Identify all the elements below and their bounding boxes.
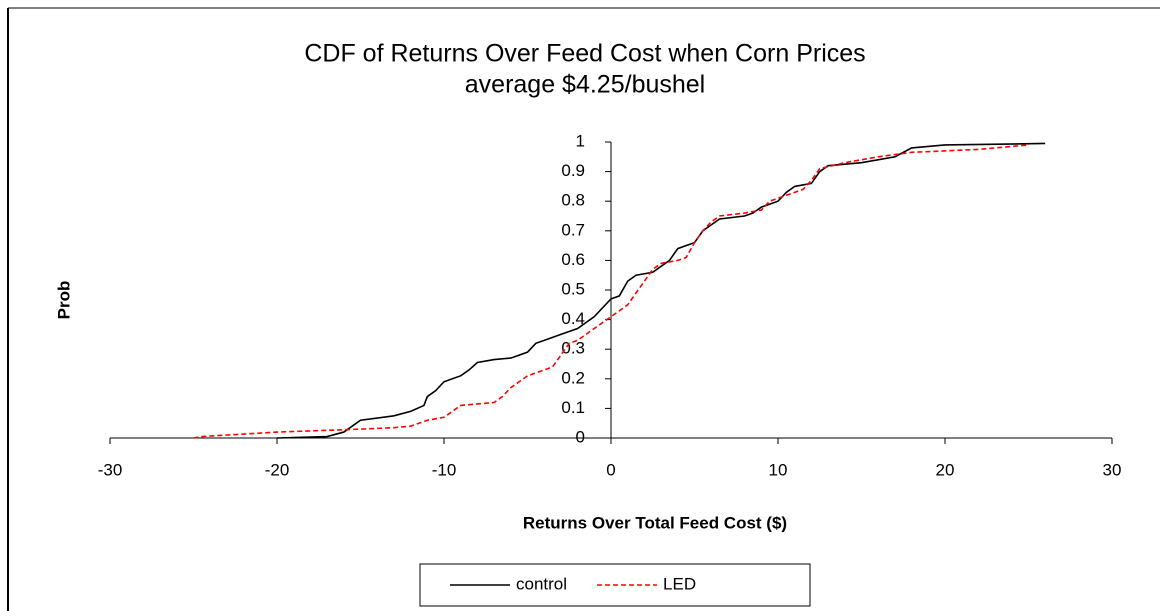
x-tick-label: -20: [265, 460, 290, 479]
x-tick-label: 10: [769, 460, 788, 479]
y-tick-label: 0.7: [561, 220, 585, 239]
series-line: [193, 144, 1029, 439]
x-tick-label: -10: [432, 460, 457, 479]
legend-label: control: [516, 574, 567, 593]
x-axis-label: Returns Over Total Feed Cost ($): [523, 513, 787, 532]
x-tick-label: 20: [936, 460, 955, 479]
legend-label: LED: [663, 574, 696, 593]
y-tick-label: 0.4: [561, 309, 585, 328]
y-tick-label: 0.6: [561, 250, 585, 269]
x-tick-label: 0: [606, 460, 615, 479]
y-tick-label: 0.5: [561, 279, 585, 298]
x-tick-label: -30: [98, 460, 123, 479]
series-line: [276, 142, 1046, 439]
y-tick-label: 0.2: [561, 368, 585, 387]
y-tick-label: 0.9: [561, 161, 585, 180]
x-tick-label: 30: [1103, 460, 1122, 479]
y-tick-label: 0.3: [561, 339, 585, 358]
y-axis-label: Prob: [54, 281, 73, 320]
y-tick-label: 0.1: [561, 398, 585, 417]
chart-title: CDF of Returns Over Feed Cost when Corn …: [304, 40, 865, 68]
y-tick-label: 0.8: [561, 191, 585, 210]
chart-subtitle: average $4.25/bushel: [465, 71, 705, 99]
y-tick-label: 1: [576, 131, 585, 150]
y-tick-label: 0: [576, 427, 585, 446]
